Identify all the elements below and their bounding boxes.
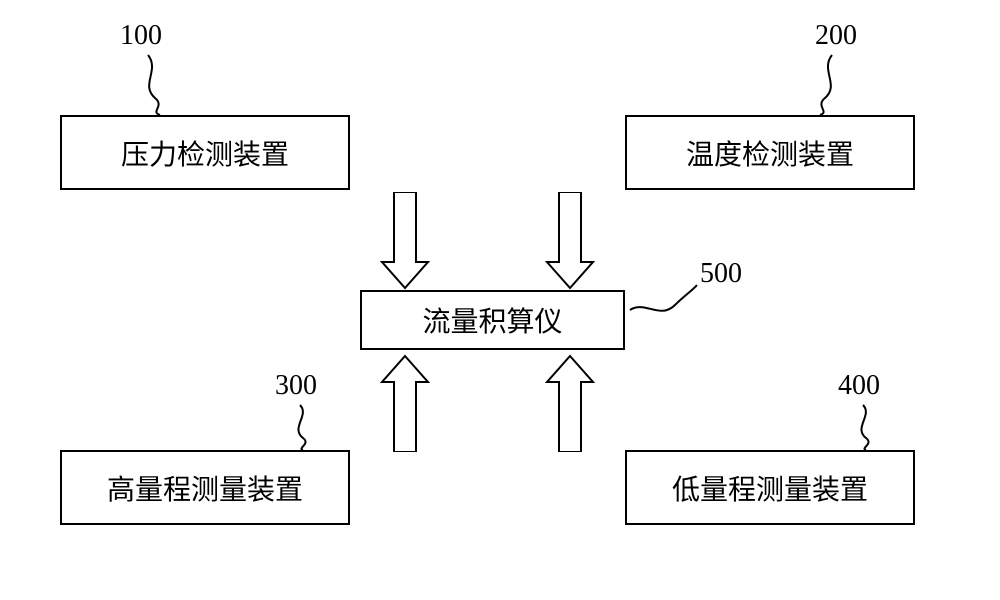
leader-line-100 xyxy=(130,50,190,120)
box-low-range-measurement: 低量程测量装置 xyxy=(625,450,915,525)
arrow-200-to-500 xyxy=(545,192,595,292)
box-label: 高量程测量装置 xyxy=(107,468,303,508)
box-label: 流量积算仪 xyxy=(422,300,562,340)
arrow-100-to-500 xyxy=(380,192,430,292)
ref-label-200: 200 xyxy=(815,20,857,52)
leader-line-300 xyxy=(275,400,335,455)
leader-line-400 xyxy=(838,400,898,455)
arrow-300-to-500 xyxy=(380,352,430,452)
box-label: 低量程测量装置 xyxy=(672,468,868,508)
box-pressure-detection: 压力检测装置 xyxy=(60,115,350,190)
ref-label-400: 400 xyxy=(838,370,880,402)
leader-line-200 xyxy=(790,50,850,120)
ref-label-500: 500 xyxy=(700,258,742,290)
box-label: 压力检测装置 xyxy=(121,133,289,173)
box-temperature-detection: 温度检测装置 xyxy=(625,115,915,190)
ref-label-100: 100 xyxy=(120,20,162,52)
leader-line-500 xyxy=(625,280,705,320)
box-flow-integrator: 流量积算仪 xyxy=(360,290,625,350)
ref-label-300: 300 xyxy=(275,370,317,402)
box-high-range-measurement: 高量程测量装置 xyxy=(60,450,350,525)
box-label: 温度检测装置 xyxy=(686,133,854,173)
arrow-400-to-500 xyxy=(545,352,595,452)
